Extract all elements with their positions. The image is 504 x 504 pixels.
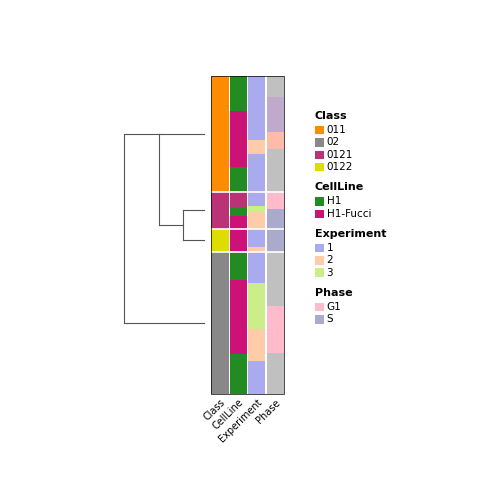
Bar	[248, 154, 265, 192]
Text: 2: 2	[327, 256, 333, 265]
Text: G1: G1	[327, 302, 341, 312]
Bar	[315, 315, 324, 324]
Text: CellLine: CellLine	[211, 397, 245, 432]
Bar	[315, 302, 324, 311]
Text: Experiment: Experiment	[315, 229, 387, 239]
Text: 0121: 0121	[327, 150, 353, 160]
Text: Class: Class	[202, 397, 227, 423]
Bar	[230, 229, 247, 251]
Bar	[230, 280, 247, 354]
Bar	[267, 251, 284, 306]
Bar	[248, 212, 265, 229]
Bar	[315, 138, 324, 147]
Bar	[315, 197, 324, 206]
Bar	[315, 269, 324, 277]
Text: 011: 011	[327, 125, 346, 135]
Bar	[230, 76, 247, 111]
Bar	[248, 329, 265, 361]
Bar	[267, 353, 284, 394]
Bar	[248, 76, 265, 140]
Bar	[230, 192, 247, 208]
Bar	[267, 229, 284, 251]
Bar	[248, 283, 265, 329]
Bar	[230, 354, 247, 394]
Bar	[212, 76, 284, 394]
Text: 3: 3	[327, 268, 333, 278]
Text: S: S	[327, 314, 333, 325]
Bar	[248, 361, 265, 394]
Bar	[267, 306, 284, 353]
Bar	[248, 246, 265, 251]
Text: CellLine: CellLine	[315, 182, 364, 193]
Bar	[315, 125, 324, 134]
Bar	[315, 256, 324, 265]
Text: Experiment: Experiment	[217, 397, 264, 445]
Bar	[230, 208, 247, 216]
Bar	[248, 140, 265, 154]
Bar	[267, 132, 284, 149]
Bar	[230, 167, 247, 192]
Bar	[212, 251, 229, 394]
Bar	[267, 76, 284, 97]
Bar	[230, 216, 247, 229]
Bar	[248, 229, 265, 246]
Bar	[230, 251, 247, 280]
Bar	[315, 243, 324, 252]
Bar	[267, 209, 284, 229]
Bar	[267, 149, 284, 192]
Bar	[248, 251, 265, 283]
Bar	[212, 192, 229, 229]
Text: 0122: 0122	[327, 162, 353, 172]
Text: Phase: Phase	[255, 397, 282, 425]
Bar	[248, 206, 265, 212]
Bar	[248, 192, 265, 206]
Text: 1: 1	[327, 243, 333, 253]
Bar	[267, 97, 284, 132]
Text: Phase: Phase	[315, 288, 353, 298]
Bar	[315, 163, 324, 171]
Bar	[212, 229, 229, 251]
Bar	[230, 111, 247, 167]
Bar	[212, 76, 229, 192]
Bar	[267, 192, 284, 209]
Text: H1-Fucci: H1-Fucci	[327, 209, 371, 219]
Text: H1: H1	[327, 197, 341, 206]
Text: Class: Class	[315, 111, 348, 121]
Bar	[315, 210, 324, 218]
Bar	[315, 151, 324, 159]
Text: 02: 02	[327, 138, 340, 147]
